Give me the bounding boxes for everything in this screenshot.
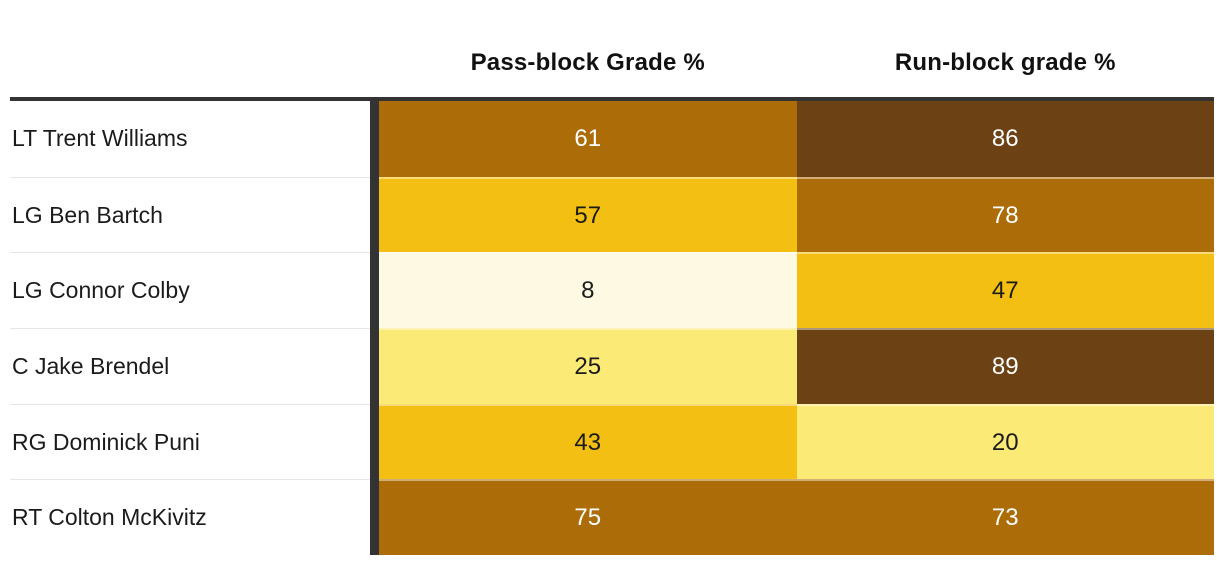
divider-bar xyxy=(370,176,379,253)
divider-bar xyxy=(370,252,379,329)
player-name: RT Colton McKivitz xyxy=(10,479,370,556)
heatmap-table: LT Trent Williams 61 86 LG Ben Bartch 57… xyxy=(10,97,1214,556)
pass-block-cell: 75 xyxy=(379,479,797,556)
divider-bar xyxy=(370,101,379,177)
player-name: C Jake Brendel xyxy=(10,328,370,404)
table-row: LT Trent Williams 61 86 xyxy=(10,101,1214,177)
run-block-cell: 47 xyxy=(796,252,1214,329)
column-header-run-block: Run-block grade % xyxy=(894,49,1116,76)
table-row: LG Ben Bartch 57 78 xyxy=(10,176,1214,253)
table-row: C Jake Brendel 25 89 xyxy=(10,328,1214,404)
run-block-cell: 89 xyxy=(796,328,1214,404)
divider-bar xyxy=(370,403,379,480)
divider-bar xyxy=(370,479,379,556)
divider-bar xyxy=(370,328,379,404)
player-name: RG Dominick Puni xyxy=(10,403,370,480)
pass-block-cell: 43 xyxy=(379,403,797,480)
table-row: RT Colton McKivitz 75 73 xyxy=(10,479,1214,556)
table-row: LG Connor Colby 8 47 xyxy=(10,252,1214,329)
pass-block-cell: 25 xyxy=(379,328,797,404)
player-name: LG Ben Bartch xyxy=(10,176,370,253)
column-header-row: Pass-block Grade % Run-block grade % xyxy=(10,0,1214,97)
pass-block-cell: 57 xyxy=(379,176,797,253)
run-block-cell: 78 xyxy=(796,176,1214,253)
pass-block-cell: 8 xyxy=(379,252,797,329)
player-name: LT Trent Williams xyxy=(10,101,370,177)
column-header-pass-block: Pass-block Grade % xyxy=(470,49,705,76)
pass-block-cell: 61 xyxy=(379,101,797,177)
run-block-cell: 86 xyxy=(796,101,1214,177)
table-wrap: Pass-block Grade % Run-block grade % LT … xyxy=(10,0,1214,556)
run-block-cell: 73 xyxy=(796,479,1214,556)
run-block-cell: 20 xyxy=(796,403,1214,480)
player-name: LG Connor Colby xyxy=(10,252,370,329)
table-row: RG Dominick Puni 43 20 xyxy=(10,403,1214,480)
